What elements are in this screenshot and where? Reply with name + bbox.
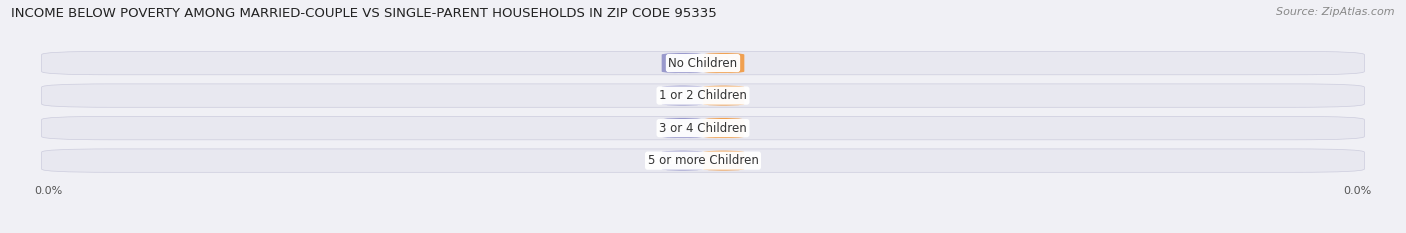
- FancyBboxPatch shape: [662, 118, 703, 138]
- Text: 0.0%: 0.0%: [709, 58, 738, 68]
- Text: 1 or 2 Children: 1 or 2 Children: [659, 89, 747, 102]
- FancyBboxPatch shape: [662, 150, 703, 171]
- Text: 0.0%: 0.0%: [668, 91, 697, 101]
- FancyBboxPatch shape: [703, 85, 744, 106]
- FancyBboxPatch shape: [42, 116, 1364, 140]
- FancyBboxPatch shape: [703, 53, 744, 73]
- Text: Source: ZipAtlas.com: Source: ZipAtlas.com: [1277, 7, 1395, 17]
- FancyBboxPatch shape: [703, 150, 744, 171]
- Text: 0.0%: 0.0%: [709, 91, 738, 101]
- Text: 0.0%: 0.0%: [668, 58, 697, 68]
- Text: 0.0%: 0.0%: [668, 156, 697, 166]
- Text: INCOME BELOW POVERTY AMONG MARRIED-COUPLE VS SINGLE-PARENT HOUSEHOLDS IN ZIP COD: INCOME BELOW POVERTY AMONG MARRIED-COUPL…: [11, 7, 717, 20]
- Text: 0.0%: 0.0%: [709, 156, 738, 166]
- FancyBboxPatch shape: [42, 84, 1364, 107]
- Text: 3 or 4 Children: 3 or 4 Children: [659, 122, 747, 135]
- Text: 5 or more Children: 5 or more Children: [648, 154, 758, 167]
- Text: 0.0%: 0.0%: [668, 123, 697, 133]
- FancyBboxPatch shape: [662, 53, 703, 73]
- Text: 0.0%: 0.0%: [709, 123, 738, 133]
- Text: No Children: No Children: [668, 57, 738, 70]
- FancyBboxPatch shape: [42, 51, 1364, 75]
- FancyBboxPatch shape: [703, 118, 744, 138]
- FancyBboxPatch shape: [662, 85, 703, 106]
- FancyBboxPatch shape: [42, 149, 1364, 172]
